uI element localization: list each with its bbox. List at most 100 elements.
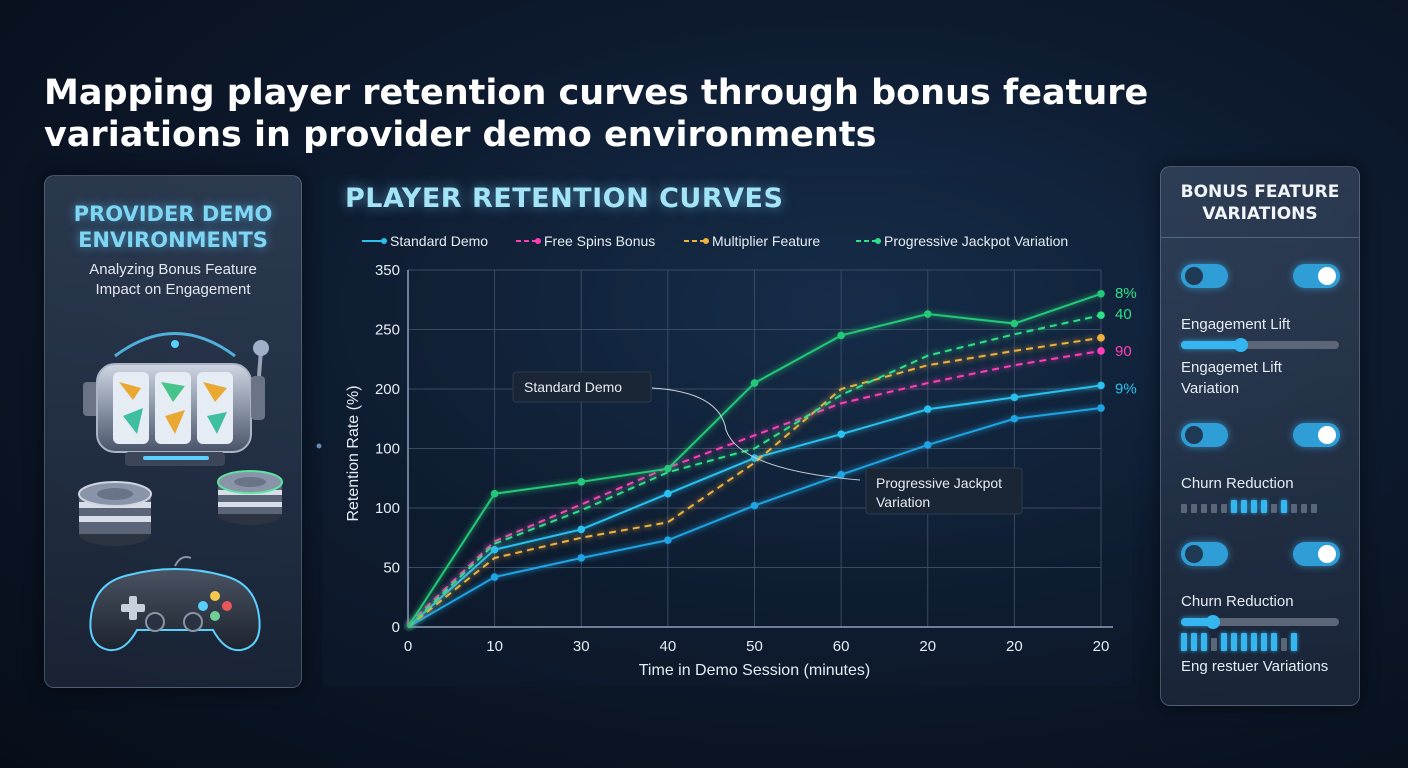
data-point: [923, 441, 932, 449]
meter-segment: [1181, 633, 1187, 651]
legend-label: Multiplier Feature: [712, 233, 820, 249]
meter-segment: [1181, 503, 1187, 513]
data-point: [750, 501, 759, 510]
data-point: [490, 489, 499, 498]
slider-fill: [1181, 618, 1213, 626]
bonus-variations-title: BONUS FEATURE VARIATIONS: [1180, 182, 1340, 224]
meter-segment: [1291, 633, 1297, 651]
meter-segment: [1261, 633, 1267, 651]
x-tick-label: 50: [746, 638, 763, 655]
annotation-standard-demo: Standard Demo: [524, 379, 622, 395]
data-point: [837, 470, 845, 479]
data-point: [1010, 393, 1019, 402]
meter-segment: [1261, 500, 1267, 513]
meter-segment: [1221, 633, 1227, 651]
slot-machine-icon: [83, 332, 269, 466]
churn-toggle-c[interactable]: [1181, 542, 1228, 566]
data-point: [1097, 290, 1105, 298]
bonus-variations-panel: BONUS FEATURE VARIATIONS Engagement Lift…: [1160, 166, 1360, 706]
data-point: [750, 379, 759, 387]
poker-chips-icon: [78, 470, 283, 546]
churn-toggle-a[interactable]: [1181, 423, 1228, 447]
meter-segment: [1271, 633, 1277, 651]
data-point: [577, 525, 586, 534]
data-point: [1097, 347, 1105, 355]
churn-reduction-slider[interactable]: [1181, 615, 1339, 629]
data-point: [923, 310, 932, 318]
meter-segment: [1281, 638, 1287, 651]
meter-segment: [1231, 633, 1237, 651]
meter-segment: [1211, 638, 1217, 651]
meter-segment: [1291, 503, 1297, 513]
provider-demo-subtitle: Analyzing Bonus Feature Impact on Engage…: [89, 261, 257, 298]
annotation-progressive-line2: Variation: [876, 494, 930, 510]
data-point: [1010, 319, 1019, 328]
meter-segment: [1211, 503, 1217, 513]
meter-segment: [1281, 500, 1287, 513]
churn-toggle-d[interactable]: [1293, 542, 1340, 566]
meter-segment: [1271, 503, 1277, 513]
x-tick-label: 60: [833, 638, 850, 655]
y-tick-label: 0: [392, 619, 400, 636]
series-line: [407, 314, 1102, 628]
data-point: [664, 536, 672, 544]
annotation-box: [865, 467, 1023, 515]
x-tick-label: 10: [486, 638, 503, 655]
meter-segment: [1241, 500, 1247, 513]
gamepad-icon: [89, 556, 261, 652]
x-tick-label: 30: [573, 638, 590, 655]
meter-segment: [1201, 503, 1207, 513]
meter-segment: [1191, 633, 1197, 651]
data-point: [1097, 404, 1105, 412]
provider-demo-title: PROVIDER DEMO ENVIRONMENTS: [73, 202, 273, 252]
slider-knob[interactable]: [1234, 338, 1249, 352]
meter-segment: [1231, 500, 1237, 513]
x-tick-label: 20: [919, 638, 936, 655]
x-tick-label: 40: [660, 638, 677, 655]
engagement-lift-variation-label: Engagemet Lift Variation: [1181, 359, 1282, 397]
engagement-toggle-b[interactable]: [1293, 264, 1340, 288]
legend-label: Standard Demo: [390, 233, 488, 249]
data-point: [664, 489, 672, 498]
legend-label: Progressive Jackpot Variation: [884, 233, 1068, 249]
churn-toggle-b[interactable]: [1293, 423, 1340, 447]
meter-segment: [1251, 633, 1257, 651]
page-title: Mapping player retention curves through …: [44, 73, 1149, 155]
slider-knob[interactable]: [1205, 615, 1220, 629]
slider-fill: [1181, 341, 1242, 349]
end-value-label: 90: [1115, 343, 1132, 360]
data-point: [1097, 311, 1105, 320]
legend-marker: [703, 238, 709, 244]
data-point: [1010, 414, 1019, 423]
legend-marker: [535, 238, 541, 244]
meter-segment: [1251, 500, 1257, 513]
annotation-box: [512, 371, 652, 403]
meter-segment: [1221, 503, 1227, 513]
variation-meter: [1181, 633, 1297, 651]
y-axis-label: Retention Rate (%): [345, 385, 362, 521]
meter-segment: [1201, 633, 1207, 651]
data-point: [837, 430, 845, 439]
x-tick-label: 20: [1006, 638, 1023, 655]
series-line: [407, 336, 1102, 628]
end-value-label: 9%: [1115, 380, 1137, 397]
engagement-toggle-a[interactable]: [1181, 264, 1228, 288]
legend-marker: [381, 238, 387, 244]
data-point: [490, 573, 499, 581]
x-tick-label: 20: [1093, 638, 1110, 655]
annotation-progressive-line1: Progressive Jackpot: [876, 475, 1002, 491]
variations-label: Eng restuer Variations: [1181, 658, 1329, 675]
data-point: [837, 331, 845, 340]
meter-segment: [1191, 503, 1197, 513]
panel-connector-dot: [316, 443, 322, 449]
x-axis-label: Time in Demo Session (minutes): [639, 662, 870, 679]
y-tick-label: 200: [375, 381, 400, 398]
casino-illustration: [78, 332, 283, 652]
provider-demo-panel: PROVIDER DEMO ENVIRONMENTS Analyzing Bon…: [44, 175, 302, 688]
data-point: [1097, 381, 1105, 390]
data-point: [490, 545, 499, 554]
churn-reduction-label: Churn Reduction: [1181, 475, 1294, 492]
engagement-lift-slider[interactable]: [1181, 338, 1339, 352]
series-line: [407, 349, 1102, 626]
data-point: [577, 554, 586, 562]
